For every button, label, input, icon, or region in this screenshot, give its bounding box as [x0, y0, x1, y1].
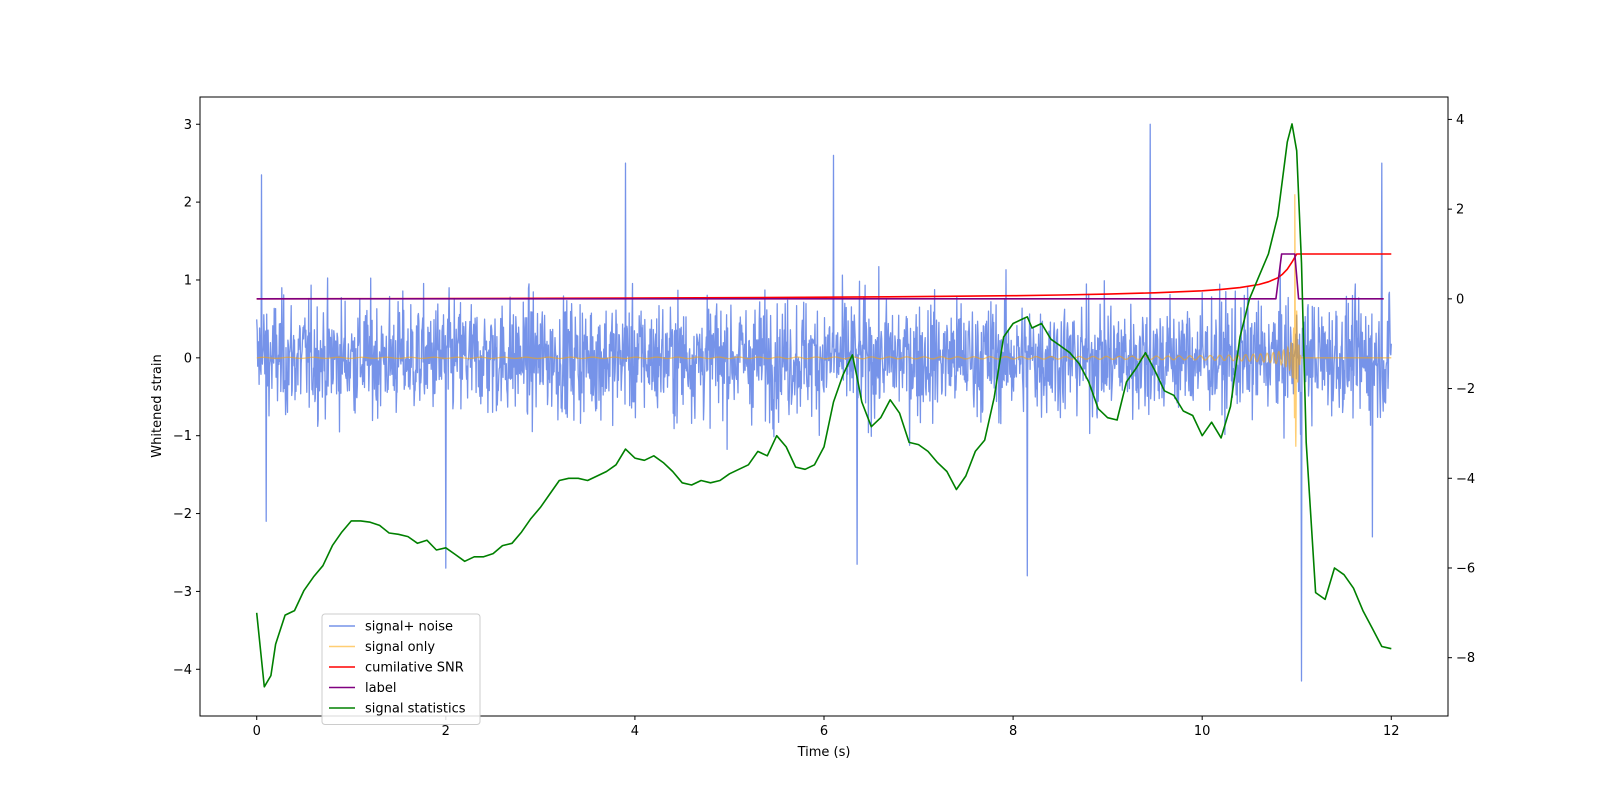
- series-signal-statistics: [255, 123, 1392, 688]
- y-tick-label: −1: [173, 429, 192, 444]
- series-label: [256, 253, 1384, 300]
- y-axis-label: Whitened strain: [150, 354, 165, 457]
- legend-label-label: label: [365, 681, 396, 696]
- plot-series-layer: [255, 123, 1392, 688]
- y-right-tick-label: 4: [1456, 113, 1464, 128]
- y-tick-label: 1: [184, 273, 192, 288]
- y-tick-label: −4: [173, 663, 192, 678]
- y-right-tick-label: 2: [1456, 203, 1464, 218]
- legend-box: [321, 613, 481, 725]
- x-tick-label: 4: [631, 724, 639, 739]
- legend-label-cumilative-snr: cumilative SNR: [365, 661, 464, 676]
- y-tick-label: 3: [184, 118, 192, 133]
- series-signal-only: [256, 194, 1392, 447]
- x-tick-label: 6: [820, 724, 828, 739]
- x-tick-label: 10: [1194, 724, 1211, 739]
- y-tick-label: 2: [184, 196, 192, 211]
- y-right-tick-label: 0: [1456, 292, 1464, 307]
- x-tick-label: 8: [1009, 724, 1017, 739]
- y-right-tick-label: −6: [1456, 561, 1475, 576]
- x-tick-label: 0: [253, 724, 261, 739]
- legend-label-signal-only: signal only: [365, 640, 435, 655]
- x-tick-label: 12: [1383, 724, 1400, 739]
- y-right-tick-label: −2: [1456, 382, 1475, 397]
- legend-label-signal-statistics: signal statistics: [365, 702, 466, 717]
- series-signal-noise: [256, 123, 1392, 682]
- y-right-tick-label: −8: [1456, 651, 1475, 666]
- x-tick-label: 2: [442, 724, 450, 739]
- x-axis-label: Time (s): [797, 745, 851, 760]
- y-tick-label: −2: [173, 507, 192, 522]
- legend-label-signal-noise: signal+ noise: [365, 620, 453, 635]
- legend: signal+ noise signal only cumilative SNR la…: [321, 613, 481, 725]
- y-tick-label: 0: [184, 351, 192, 366]
- y-right-tick-label: −4: [1456, 472, 1475, 487]
- y-tick-label: −3: [173, 585, 192, 600]
